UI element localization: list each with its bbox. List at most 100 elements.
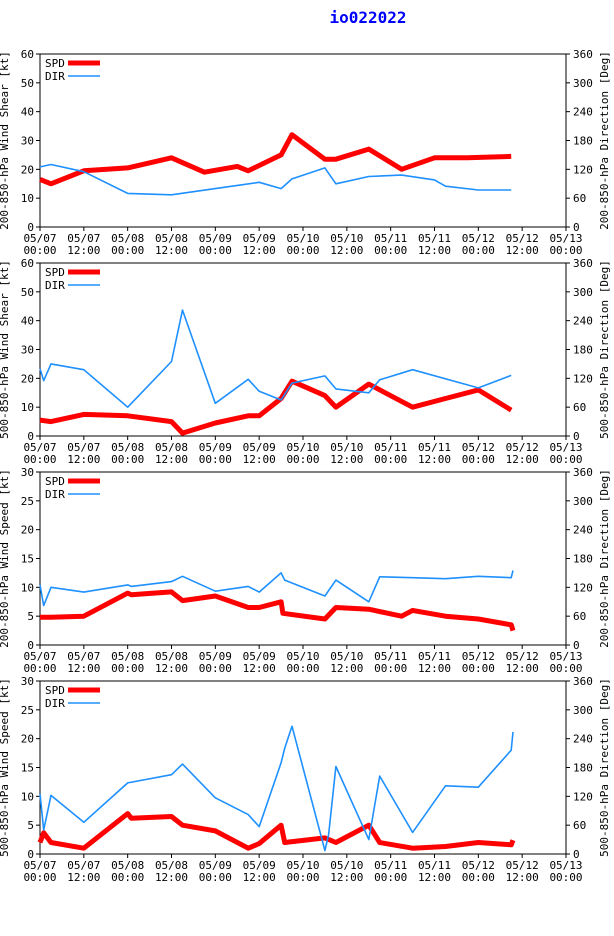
x-tick-time: 00:00 xyxy=(199,244,232,257)
x-tick-date: 05/07 xyxy=(23,441,56,454)
x-tick-time: 00:00 xyxy=(286,871,319,884)
dir-series-line xyxy=(39,570,514,607)
x-tick-time: 00:00 xyxy=(111,453,144,466)
x-tick-time: 00:00 xyxy=(111,244,144,257)
y-right-axis-title: 500-850-hPa Direction [Deg] xyxy=(598,260,611,439)
x-tick-time: 12:00 xyxy=(506,453,539,466)
x-tick-date: 05/11 xyxy=(418,650,451,663)
x-tick-date: 05/08 xyxy=(111,859,144,872)
x-tick-date: 05/08 xyxy=(111,441,144,454)
y-left-tick-label: 60 xyxy=(21,257,34,270)
dir-series-line xyxy=(39,725,514,852)
x-tick-time: 00:00 xyxy=(549,662,582,675)
y-left-tick-label: 20 xyxy=(21,163,34,176)
y-left-tick-label: 30 xyxy=(21,675,34,688)
y-right-tick-label: 240 xyxy=(573,733,593,746)
x-tick-date: 05/10 xyxy=(286,441,319,454)
y-right-tick-label: 300 xyxy=(573,704,593,717)
x-tick-date: 05/12 xyxy=(506,232,539,245)
x-tick-time: 00:00 xyxy=(462,662,495,675)
y-left-tick-label: 5 xyxy=(27,610,34,623)
y-left-tick-label: 20 xyxy=(21,733,34,746)
x-tick-time: 00:00 xyxy=(462,244,495,257)
x-tick-date: 05/11 xyxy=(418,441,451,454)
x-tick-time: 12:00 xyxy=(418,244,451,257)
x-tick-time: 00:00 xyxy=(374,453,407,466)
y-right-tick-label: 60 xyxy=(573,192,586,205)
y-left-tick-label: 50 xyxy=(21,77,34,90)
x-tick-date: 05/07 xyxy=(67,232,100,245)
x-tick-date: 05/08 xyxy=(155,650,188,663)
x-tick-date: 05/10 xyxy=(330,441,363,454)
x-tick-time: 12:00 xyxy=(506,871,539,884)
x-tick-date: 05/07 xyxy=(23,232,56,245)
legend-spd-label: SPD xyxy=(45,684,65,697)
y-right-axis-title: 200-850-hPa Direction [Deg] xyxy=(598,51,611,230)
y-right-tick-label: 240 xyxy=(573,524,593,537)
legend-spd-label: SPD xyxy=(45,475,65,488)
x-tick-date: 05/11 xyxy=(374,650,407,663)
x-tick-time: 00:00 xyxy=(199,453,232,466)
x-tick-date: 05/09 xyxy=(199,650,232,663)
legend-dir-label: DIR xyxy=(45,488,65,501)
y-right-tick-label: 360 xyxy=(573,675,593,688)
x-tick-time: 00:00 xyxy=(286,453,319,466)
x-tick-time: 12:00 xyxy=(155,453,188,466)
legend-spd-label: SPD xyxy=(45,57,65,70)
x-tick-date: 05/09 xyxy=(243,859,276,872)
x-tick-date: 05/10 xyxy=(330,650,363,663)
x-tick-date: 05/12 xyxy=(506,859,539,872)
x-tick-date: 05/11 xyxy=(418,859,451,872)
x-tick-time: 12:00 xyxy=(418,662,451,675)
y-right-tick-label: 180 xyxy=(573,135,593,148)
x-tick-date: 05/11 xyxy=(374,232,407,245)
x-tick-time: 12:00 xyxy=(506,662,539,675)
x-tick-time: 00:00 xyxy=(23,662,56,675)
x-tick-time: 00:00 xyxy=(23,244,56,257)
x-tick-time: 00:00 xyxy=(462,453,495,466)
x-tick-date: 05/09 xyxy=(243,441,276,454)
y-right-tick-label: 180 xyxy=(573,344,593,357)
x-tick-time: 12:00 xyxy=(155,871,188,884)
y-left-tick-label: 40 xyxy=(21,106,34,119)
y-left-tick-label: 10 xyxy=(21,790,34,803)
y-left-tick-label: 0 xyxy=(27,639,34,652)
y-right-tick-label: 120 xyxy=(573,163,593,176)
x-tick-date: 05/08 xyxy=(155,441,188,454)
y-left-axis-title: 500-850-hPa Wind Speed [kt] xyxy=(0,678,11,857)
x-tick-time: 12:00 xyxy=(330,453,363,466)
y-right-tick-label: 0 xyxy=(573,430,580,443)
x-tick-time: 12:00 xyxy=(330,662,363,675)
y-right-tick-label: 0 xyxy=(573,848,580,861)
dir-series-line xyxy=(39,163,512,196)
x-tick-time: 12:00 xyxy=(67,453,100,466)
x-tick-date: 05/09 xyxy=(199,232,232,245)
x-tick-time: 12:00 xyxy=(418,453,451,466)
x-tick-date: 05/07 xyxy=(67,859,100,872)
legend-dir-label: DIR xyxy=(45,697,65,710)
x-tick-time: 12:00 xyxy=(330,244,363,257)
y-left-tick-label: 30 xyxy=(21,344,34,357)
y-right-tick-label: 180 xyxy=(573,762,593,775)
y-left-axis-title: 500-850-hPa Wind Shear [kt] xyxy=(0,260,11,439)
y-left-tick-label: 10 xyxy=(21,581,34,594)
spd-series-line xyxy=(39,378,513,436)
y-right-tick-label: 360 xyxy=(573,466,593,479)
x-tick-date: 05/10 xyxy=(330,859,363,872)
x-tick-time: 12:00 xyxy=(243,244,276,257)
x-tick-date: 05/12 xyxy=(462,859,495,872)
x-tick-date: 05/12 xyxy=(462,650,495,663)
x-tick-time: 00:00 xyxy=(199,662,232,675)
x-tick-time: 12:00 xyxy=(155,244,188,257)
x-tick-time: 12:00 xyxy=(67,871,100,884)
y-right-tick-label: 0 xyxy=(573,221,580,234)
y-left-tick-label: 50 xyxy=(21,286,34,299)
x-tick-date: 05/13 xyxy=(549,232,582,245)
y-left-tick-label: 30 xyxy=(21,135,34,148)
y-right-tick-label: 240 xyxy=(573,315,593,328)
y-right-axis-title: 500-850-hPa Direction [Deg] xyxy=(598,678,611,857)
x-tick-date: 05/08 xyxy=(111,650,144,663)
x-tick-date: 05/11 xyxy=(374,441,407,454)
y-left-tick-label: 15 xyxy=(21,762,34,775)
